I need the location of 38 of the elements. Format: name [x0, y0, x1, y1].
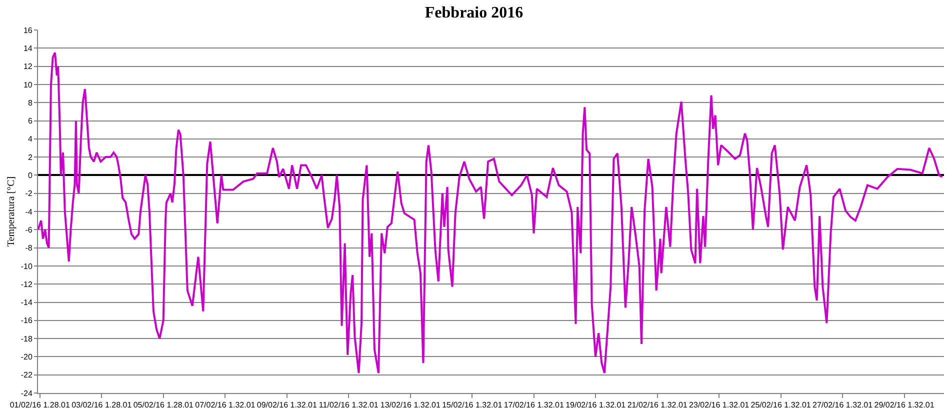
y-tick-label: 12: [23, 62, 33, 72]
chart-title: Febbraio 2016: [424, 4, 524, 22]
x-tick-label: 15/02/16 1.32.01: [442, 400, 503, 410]
x-tick-label: 23/02/16 1.32.01: [689, 400, 750, 410]
x-tick-label: 09/02/16 1.32.01: [256, 400, 318, 410]
x-tick-label: 11/02/16 1.32.01: [318, 400, 379, 410]
x-tick-label: 19/02/16 1.32.01: [566, 400, 626, 410]
y-tick-label: -6: [25, 225, 33, 234]
y-tick-label: -4: [25, 207, 33, 216]
x-tick-label: 29/02/16 1.32.01: [874, 400, 935, 410]
y-tick-label: -16: [20, 316, 33, 326]
x-tick-label: 21/02/16 1.32.01: [627, 400, 688, 410]
x-tick-label: 13/02/16 1.32.01: [380, 400, 441, 410]
y-tick-label: 10: [23, 80, 33, 90]
y-tick-label: 8: [28, 98, 33, 108]
x-tick-label: 25/02/16 1.32.01: [750, 400, 812, 410]
y-tick-label: 6: [28, 116, 33, 126]
x-tick-label: 17/02/16 1.32.01: [504, 400, 564, 410]
y-tick-label: -20: [20, 352, 33, 362]
y-tick-label: -22: [20, 370, 33, 380]
y-tick-label: -12: [20, 280, 33, 289]
y-tick-label: 4: [28, 134, 33, 144]
y-tick-label: -2: [25, 189, 33, 198]
y-tick-label: 14: [23, 44, 33, 53]
y-tick-label: -10: [20, 262, 33, 271]
x-tick-label: 27/02/16 1.32.01: [812, 400, 874, 410]
x-tick-label: 07/02/16 1.32.01: [195, 400, 256, 410]
y-tick-label: -18: [20, 334, 33, 344]
y-tick-label: 2: [28, 152, 33, 162]
x-tick-label: 01/02/16 1.28.01: [10, 400, 70, 410]
y-tick-label: -24: [20, 388, 33, 398]
y-axis-title: Temperatura [°C]: [6, 176, 17, 247]
x-tick-label: 05/02/16 1.28.01: [133, 400, 194, 410]
y-tick-label: -14: [20, 298, 33, 308]
y-tick-label: 0: [28, 171, 33, 180]
x-tick-label: 03/02/16 1.28.01: [72, 400, 132, 410]
y-tick-label: 16: [23, 26, 33, 35]
y-tick-label: -8: [25, 244, 33, 253]
